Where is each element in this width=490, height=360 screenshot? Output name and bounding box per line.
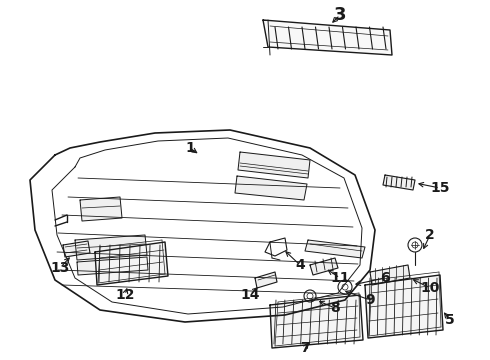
Polygon shape [383,175,415,190]
Text: 3: 3 [334,6,346,24]
Polygon shape [80,197,122,221]
Text: 14: 14 [240,288,260,302]
Polygon shape [63,241,90,257]
Polygon shape [77,257,148,275]
Text: 6: 6 [380,271,390,285]
Text: 9: 9 [365,293,375,307]
Text: 4: 4 [295,258,305,272]
Text: 7: 7 [300,341,310,355]
Polygon shape [310,258,338,275]
Polygon shape [235,176,307,200]
Text: 13: 13 [50,261,70,275]
Text: 15: 15 [430,181,450,195]
Text: 5: 5 [445,313,455,327]
Polygon shape [255,272,277,288]
Text: 11: 11 [330,271,350,285]
Text: 8: 8 [330,301,340,315]
Polygon shape [370,265,410,285]
Polygon shape [365,275,443,338]
Text: 1: 1 [185,141,195,155]
Polygon shape [270,295,363,348]
Polygon shape [305,240,365,258]
Polygon shape [95,242,168,285]
Text: 12: 12 [115,288,135,302]
Text: 2: 2 [425,228,435,242]
Polygon shape [263,20,392,55]
Polygon shape [238,152,310,178]
Text: 10: 10 [420,281,440,295]
Polygon shape [75,235,147,260]
